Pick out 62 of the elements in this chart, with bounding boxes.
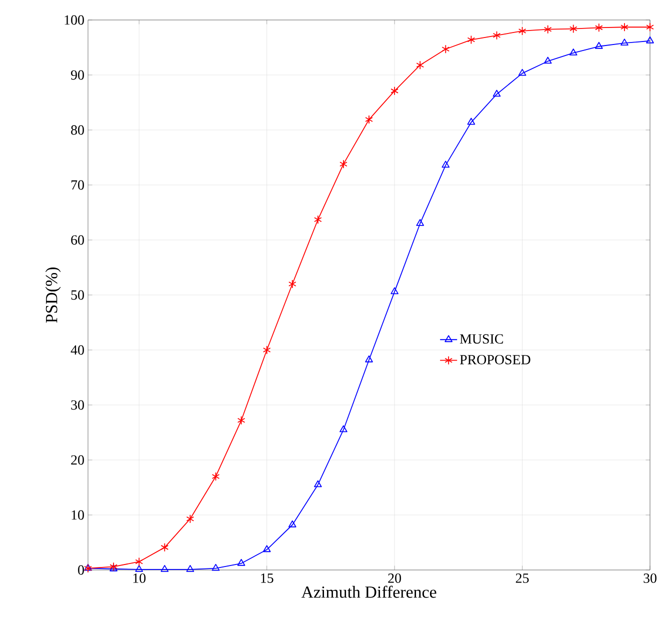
- x-axis-title: Azimuth Difference: [301, 586, 436, 598]
- point: [288, 280, 296, 288]
- x-tick-label: 25: [516, 574, 529, 583]
- y-tick-label: 20: [71, 455, 84, 465]
- point: [595, 23, 603, 32]
- point: [237, 558, 246, 566]
- point: [212, 472, 220, 481]
- x-tick-label: 15: [261, 573, 274, 583]
- point: [340, 425, 348, 432]
- point: [492, 90, 501, 97]
- point: [620, 22, 628, 32]
- point: [390, 86, 398, 96]
- point: [160, 542, 169, 552]
- y-tick-label: 30: [71, 400, 84, 410]
- point: [492, 30, 501, 40]
- point: [160, 564, 169, 572]
- point: [569, 48, 578, 56]
- point: [390, 287, 398, 294]
- point: [646, 36, 654, 44]
- point: [314, 215, 322, 224]
- point: [365, 355, 373, 362]
- point: [365, 115, 373, 124]
- legend-label: PROPOSED: [460, 354, 530, 364]
- y-tick-label: 50: [71, 290, 84, 300]
- y-axis-title: PSD(%): [45, 268, 61, 323]
- point: [544, 56, 552, 64]
- point: [518, 68, 526, 76]
- y-tick-label: 100: [64, 15, 84, 25]
- point: [569, 24, 578, 34]
- point: [340, 160, 348, 169]
- point: [212, 564, 220, 571]
- y-tick-label: 70: [71, 180, 84, 190]
- x-tick-label: 30: [644, 574, 656, 583]
- point: [314, 480, 322, 488]
- point: [646, 22, 654, 32]
- point: [442, 160, 450, 168]
- y-tick-label: 60: [71, 235, 84, 245]
- point: [544, 24, 552, 34]
- x-tick-label: 10: [133, 574, 146, 583]
- point: [442, 44, 450, 54]
- point: [288, 520, 296, 528]
- y-tick-label: 0: [78, 565, 84, 575]
- point: [186, 514, 194, 524]
- point: [467, 35, 476, 44]
- point: [262, 346, 271, 354]
- y-tick-label: 80: [71, 125, 84, 135]
- point: [186, 564, 194, 572]
- point: [467, 118, 476, 125]
- point: [416, 219, 424, 226]
- point: [620, 38, 628, 46]
- point: [262, 545, 271, 552]
- point: [518, 26, 526, 36]
- y-tick-label: 90: [70, 70, 84, 80]
- point: [135, 557, 144, 566]
- y-tick-label: 10: [72, 510, 84, 520]
- legend-label: MUSIC: [460, 334, 503, 344]
- point: [595, 42, 603, 49]
- point: [416, 60, 424, 70]
- point: [237, 416, 246, 425]
- y-tick-label: 40: [70, 345, 84, 355]
- point: [135, 564, 144, 572]
- x-tick-label: 20: [388, 574, 401, 583]
